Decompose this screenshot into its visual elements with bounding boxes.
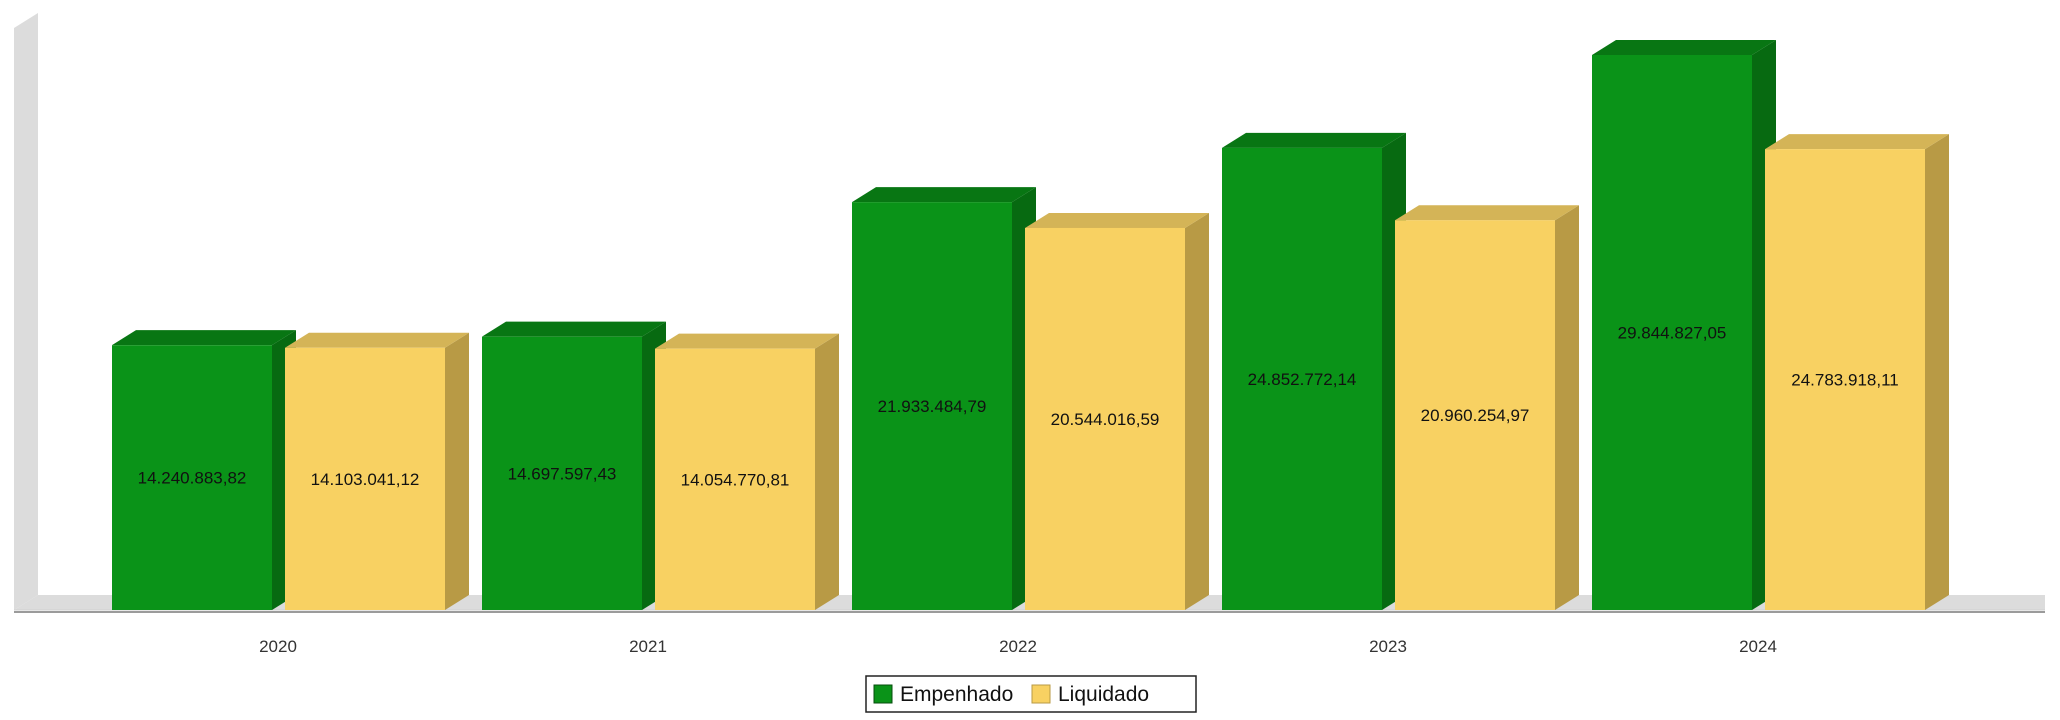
- bar-side-face: [1555, 205, 1579, 610]
- legend-label-liquidado: Liquidado: [1058, 683, 1149, 706]
- bar-empenhado-2020: [112, 330, 296, 610]
- bar-top-face: [482, 321, 666, 337]
- bar-top-face: [655, 333, 839, 349]
- bar-top-face: [1765, 134, 1949, 150]
- legend-label-empenhado: Empenhado: [900, 683, 1013, 706]
- back-wall: [14, 13, 38, 610]
- legend: Empenhado Liquidado: [865, 675, 1197, 713]
- bar-liquidado-2022: [1025, 212, 1209, 611]
- x-tick-label-2023: 2023: [1369, 637, 1407, 656]
- bar-front-face: [1592, 55, 1752, 610]
- legend-box: [865, 675, 1197, 713]
- data-label-liquidado-2022: 20.544.016,59: [1051, 410, 1160, 429]
- bar-front-face: [852, 202, 1012, 611]
- x-tick-label-2021: 2021: [629, 637, 667, 656]
- x-tick-label-2024: 2024: [1739, 637, 1777, 656]
- data-label-empenhado-2023: 24.852.772,14: [1248, 370, 1357, 389]
- bar-top-face: [1395, 205, 1579, 221]
- bar-front-face: [1765, 149, 1925, 610]
- bar-top-face: [1592, 40, 1776, 55]
- bar-top-face: [285, 332, 469, 348]
- x-tick-label-2022: 2022: [999, 637, 1037, 656]
- bar-liquidado-2021: [655, 333, 839, 610]
- x-axis-ticks-group: 2020 2021 2022 2023 2024: [259, 637, 1777, 656]
- bar-liquidado-2023: [1395, 205, 1579, 610]
- bar-liquidado-2020: [285, 332, 469, 610]
- bar-top-face: [1222, 132, 1406, 148]
- legend-swatch-liquidado: [1031, 684, 1051, 704]
- bar-liquidado-2024: [1765, 134, 1949, 610]
- legend-swatch-empenhado: [873, 684, 893, 704]
- bar-side-face: [815, 333, 839, 610]
- bar-empenhado-2021: [482, 321, 666, 610]
- bar-front-face: [482, 336, 642, 610]
- x-tick-label-2020: 2020: [259, 637, 297, 656]
- bar-front-face: [655, 348, 815, 610]
- bar-front-face: [1395, 220, 1555, 610]
- data-label-liquidado-2024: 24.783.918,11: [1791, 371, 1898, 390]
- bar-top-face: [112, 330, 296, 346]
- bars-group: [112, 40, 1949, 611]
- bar-front-face: [1025, 227, 1185, 611]
- data-label-liquidado-2023: 20.960.254,97: [1421, 406, 1530, 425]
- data-label-liquidado-2020: 14.103.041,12: [311, 470, 420, 489]
- bar-front-face: [285, 347, 445, 610]
- data-label-empenhado-2022: 21.933.484,79: [878, 397, 987, 416]
- bar-side-face: [445, 332, 469, 610]
- bar-side-face: [1925, 134, 1949, 610]
- data-label-empenhado-2024: 29.844.827,05: [1618, 324, 1727, 343]
- bar-front-face: [112, 345, 272, 610]
- data-label-empenhado-2020: 14.240.883,82: [138, 469, 247, 488]
- data-label-liquidado-2021: 14.054.770,81: [681, 470, 790, 489]
- data-labels-group: 14.240.883,82 14.103.041,12 14.697.597,43 1…: [138, 324, 1899, 490]
- data-label-empenhado-2021: 14.697.597,43: [508, 464, 617, 483]
- bar-top-face: [852, 187, 1036, 203]
- bar-front-face: [1222, 147, 1382, 610]
- bar-side-face: [1185, 212, 1209, 611]
- bar-top-face: [1025, 212, 1209, 228]
